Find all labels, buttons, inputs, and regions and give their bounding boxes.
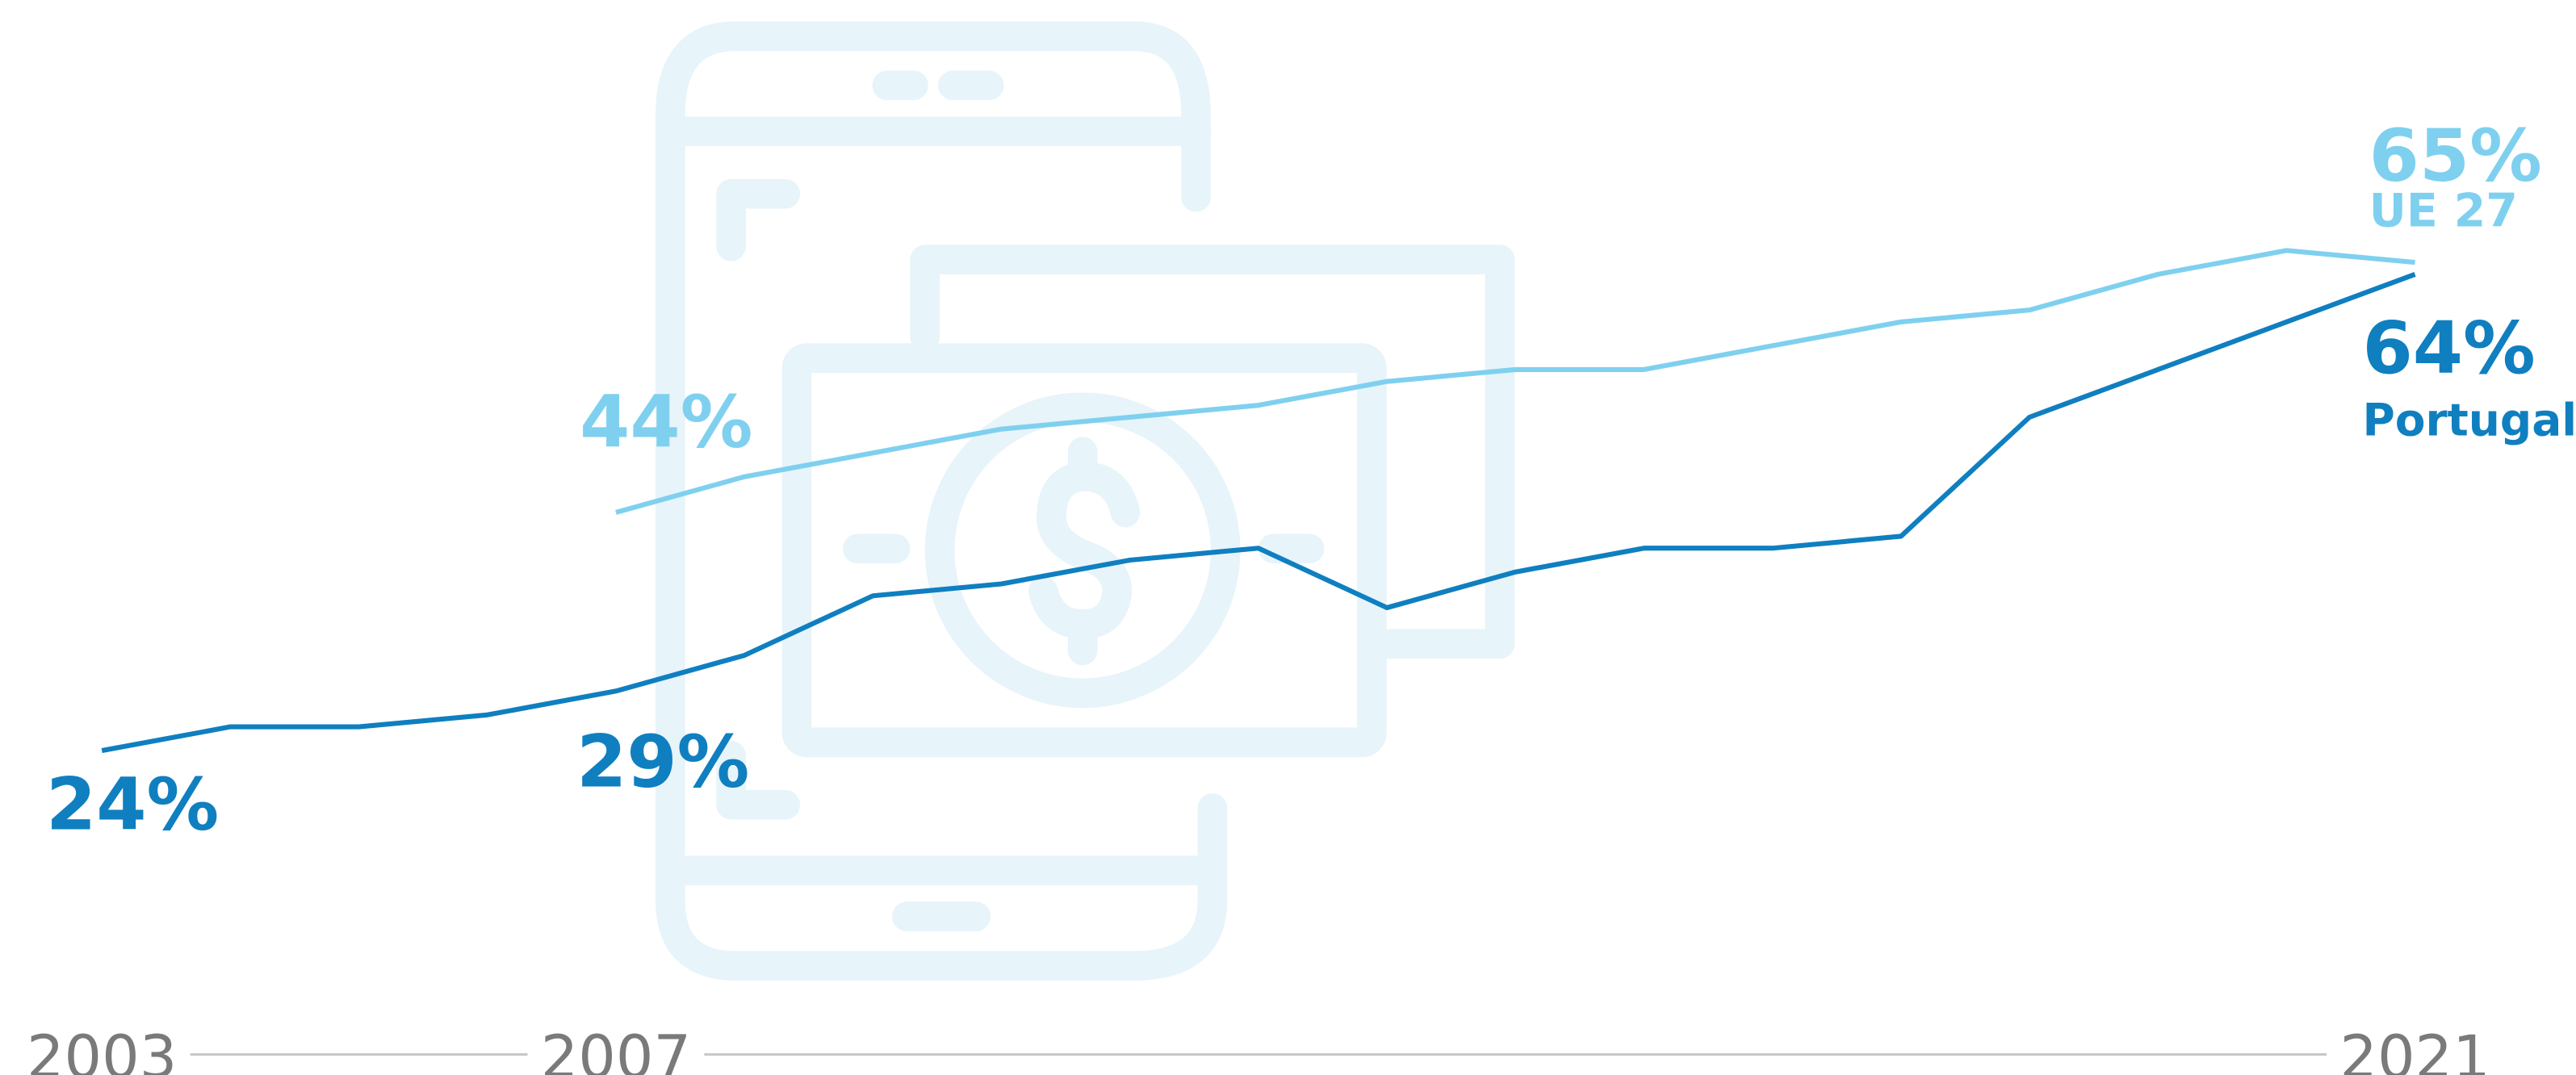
- x-tick-label: 2021: [2339, 1023, 2490, 1075]
- series-line: [101, 272, 2416, 754]
- series-name-label: UE 27: [2369, 184, 2518, 237]
- series-name-label: Portugal: [2362, 394, 2576, 445]
- x-tick-label: 2003: [27, 1023, 177, 1075]
- value-label: 64%: [2362, 307, 2535, 391]
- series-line: [615, 248, 2415, 515]
- value-label: 29%: [576, 720, 749, 804]
- background-icon: [655, 21, 1515, 981]
- x-tick-label: 2007: [541, 1023, 691, 1075]
- value-label: 44%: [580, 381, 752, 465]
- value-label: 65%: [2369, 114, 2542, 198]
- value-label: 24%: [46, 763, 219, 847]
